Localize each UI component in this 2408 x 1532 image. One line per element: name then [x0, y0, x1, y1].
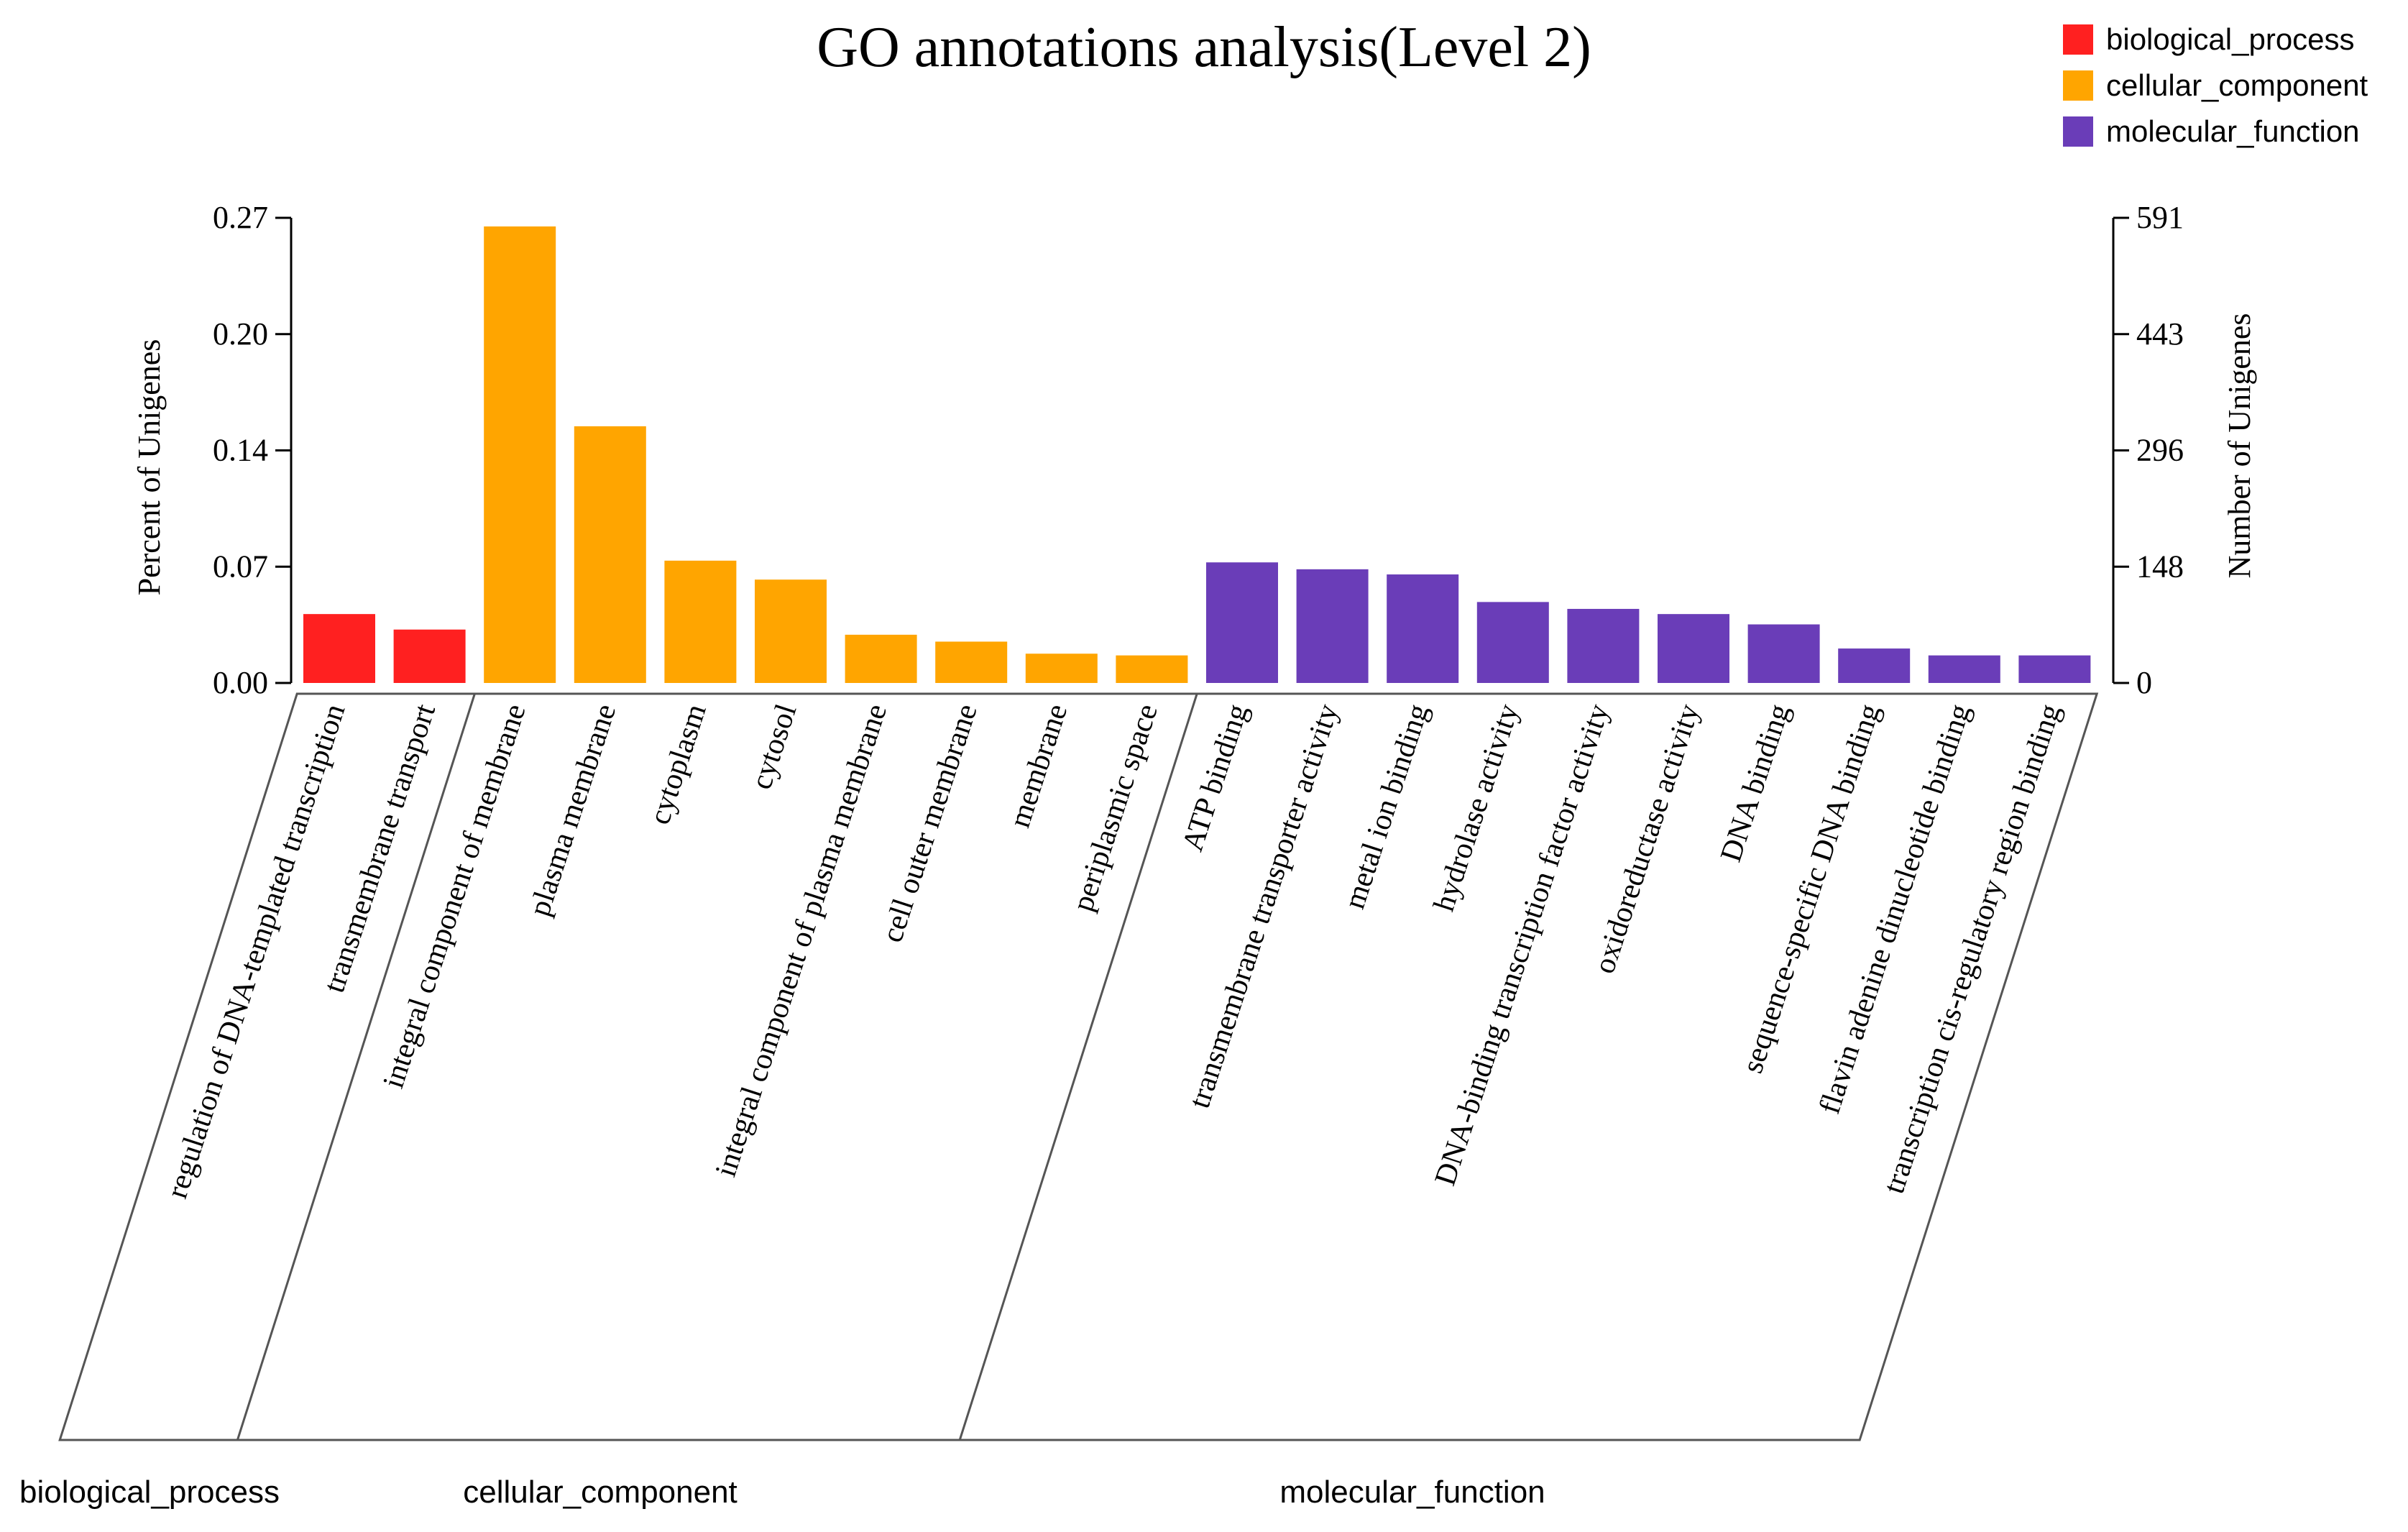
category-frame — [58, 692, 2099, 1441]
category-label: cytoplasm — [643, 700, 713, 829]
category-label: periplasmic space — [1067, 700, 1164, 915]
category-label: DNA binding — [1714, 700, 1796, 866]
category-label: integral component of plasma membrane — [709, 700, 893, 1181]
bar — [1116, 655, 1188, 683]
legend-label: cellular_component — [2106, 68, 2368, 102]
group-label: biological_process — [19, 1474, 280, 1510]
bar — [1476, 602, 1549, 683]
category-label: plasma membrane — [523, 700, 623, 920]
legend-swatch — [2063, 70, 2093, 101]
left-tick-label: 0.20 — [213, 316, 268, 352]
category-label: cytosol — [745, 700, 803, 794]
bar — [755, 579, 827, 683]
right-tick-label: 296 — [2136, 433, 2184, 468]
left-tick-label: 0.27 — [213, 200, 268, 235]
bar — [1838, 648, 1911, 683]
group-label: molecular_function — [1279, 1474, 1545, 1510]
bar — [484, 226, 556, 684]
bar — [935, 641, 1008, 683]
legend: biological_process cellular_componentmole… — [2063, 22, 2368, 148]
bars — [303, 226, 2091, 684]
category-label: cell outer membrane — [876, 700, 983, 946]
chart-title: GO annotations analysis(Level 2) — [817, 16, 1591, 79]
category-label: regulation of DNA-templated transcriptio… — [160, 700, 351, 1203]
left-tick-label: 0.07 — [213, 549, 268, 584]
bar — [1387, 574, 1459, 683]
bar — [1928, 655, 2000, 683]
right-axis-label: Number of Unigenes — [2222, 313, 2257, 578]
bar — [1296, 569, 1369, 683]
bar — [845, 634, 917, 683]
right-tick-label: 591 — [2136, 200, 2184, 235]
bar — [1747, 624, 1820, 683]
right-tick-label: 148 — [2136, 549, 2184, 584]
group-label: cellular_component — [463, 1474, 737, 1510]
bar — [574, 426, 646, 683]
category-frames — [58, 692, 2099, 1441]
category-label: DNA-binding transcription factor activit… — [1429, 700, 1616, 1190]
legend-label: biological_process — [2106, 22, 2355, 56]
bar — [1025, 653, 1098, 683]
legend-swatch — [2063, 116, 2093, 147]
category-labels: regulation of DNA-templated transcriptio… — [160, 700, 2067, 1203]
left-tick-label: 0.00 — [213, 665, 268, 700]
right-tick-label: 443 — [2136, 316, 2184, 352]
bar — [303, 614, 375, 683]
bar — [664, 560, 737, 683]
category-label: transcription cis-regulatory region bind… — [1878, 700, 2067, 1198]
group-labels: biological_process cellular_component mole… — [19, 1474, 1545, 1510]
category-label: hydrolase activity — [1428, 700, 1525, 915]
category-label: membrane — [1003, 700, 1075, 832]
bar — [1567, 608, 1640, 683]
category-frame-divider — [236, 693, 476, 1441]
left-axis-label: Percent of Unigenes — [132, 339, 167, 596]
axes: 0.00 0 0.07 148 0.14 296 0.20 443 0.27 591 — [213, 200, 2184, 700]
bar — [1206, 562, 1278, 683]
left-tick-label: 0.14 — [213, 433, 268, 468]
bar — [1658, 614, 1729, 683]
category-frame-divider — [958, 693, 1198, 1441]
legend-swatch — [2063, 24, 2093, 55]
bar — [393, 629, 466, 683]
legend-label: molecular_function — [2106, 114, 2360, 148]
category-label: metal ion binding — [1338, 700, 1435, 913]
right-tick-label: 0 — [2136, 665, 2152, 700]
bar — [2018, 655, 2091, 683]
